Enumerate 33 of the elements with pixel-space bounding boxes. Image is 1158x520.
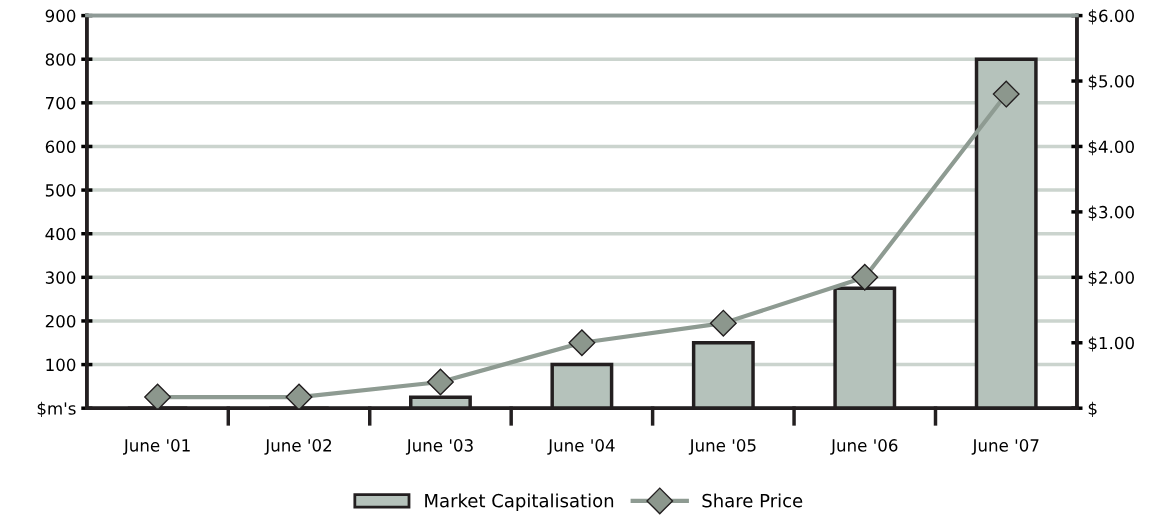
x-tick-label: June '06 [830,439,898,455]
y-tick-label: 400 [45,227,76,241]
y2-tick-label: $ [1088,401,1097,417]
y-tick-label: $m's [37,401,76,417]
x-tick-label: June '07 [971,439,1039,455]
point [992,80,1020,108]
y2-tick-label: $1.00 [1088,336,1134,352]
y2-tick-label: $4.00 [1088,140,1134,156]
y2-tick-label: $6.00 [1088,9,1134,25]
y-tick-label: 900 [45,9,76,23]
x-tick-label: June '01 [123,439,190,455]
y-tick-label: 200 [45,314,76,328]
point [426,368,454,396]
point [709,309,737,337]
y-tick-label: 500 [45,184,76,197]
point [568,329,596,357]
y-tick-label: 700 [45,96,76,110]
x-tick-label: June '03 [405,439,473,455]
y2-tick-label: $3.00 [1088,205,1134,221]
x-tick-label: June '05 [688,439,756,455]
x-tick-label: June '04 [547,439,615,455]
legend-label: Share Price [702,493,803,508]
y-tick-label: 800 [45,53,76,66]
point [851,263,879,291]
y-tick-label: 300 [45,271,76,284]
x-tick-label: June '02 [264,439,332,455]
y2-tick-label: $2.00 [1088,271,1134,287]
legend-label: Market Capitalisation [425,493,614,511]
point [285,383,313,409]
y2-tick-label: $5.00 [1088,74,1134,90]
point [144,383,172,409]
y-tick-label: 600 [45,140,76,154]
y-tick-label: 100 [46,358,76,372]
